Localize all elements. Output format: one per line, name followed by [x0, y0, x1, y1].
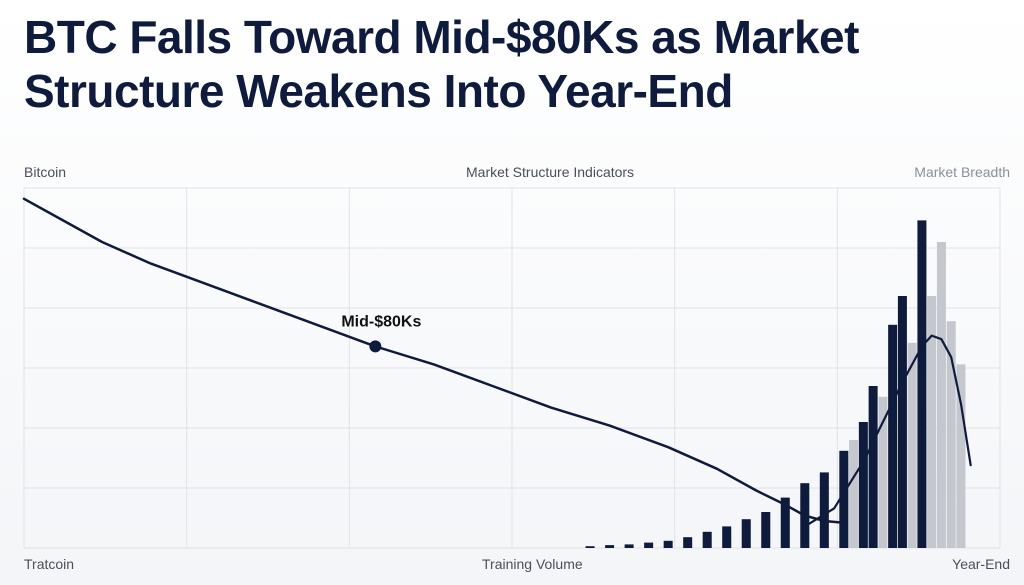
label-trading-volume: Training Volume — [482, 556, 583, 572]
annotation-point — [369, 340, 382, 353]
headline: BTC Falls Toward Mid-$80Ks as Market Str… — [24, 11, 859, 117]
series-line — [22, 197, 846, 525]
bar-dark — [624, 544, 634, 548]
bar-dark — [819, 472, 829, 548]
label-year-end: Year-End — [952, 556, 1010, 572]
bar-dark — [741, 519, 751, 548]
bar-dark — [683, 537, 693, 548]
bar-dark — [761, 512, 771, 548]
bar-dark — [868, 386, 878, 548]
bar-dark — [839, 450, 849, 548]
bar-light — [849, 440, 859, 548]
bar-light — [956, 364, 966, 548]
chart-lines — [22, 197, 972, 528]
bar-light — [907, 342, 917, 548]
label-market-breadth: Market Breadth — [914, 164, 1010, 180]
series-line — [803, 334, 972, 528]
bar-dark — [917, 220, 927, 548]
chart-grid — [23, 187, 1001, 549]
bar-dark — [585, 546, 595, 548]
bar-dark — [897, 296, 907, 548]
label-bitcoin: Bitcoin — [24, 164, 67, 180]
bar-light — [936, 242, 946, 548]
bar-light — [878, 396, 888, 548]
chart-annotation: Mid-$80Ks — [341, 313, 421, 353]
label-market-structure: Market Structure Indicators — [466, 164, 635, 180]
bar-dark — [888, 324, 898, 548]
bar-dark — [858, 422, 868, 548]
bar-dark — [722, 526, 732, 548]
bar-dark — [663, 540, 673, 548]
bar-dark — [605, 545, 615, 548]
bar-dark — [644, 542, 654, 548]
bar-dark — [702, 531, 712, 548]
bar-light — [946, 321, 956, 548]
label-tratcoin: Tratcoin — [24, 556, 75, 572]
bar-dark — [780, 497, 790, 548]
bar-light — [927, 296, 937, 548]
chart-bars — [585, 220, 966, 548]
annotation-label: Mid-$80Ks — [341, 313, 421, 330]
